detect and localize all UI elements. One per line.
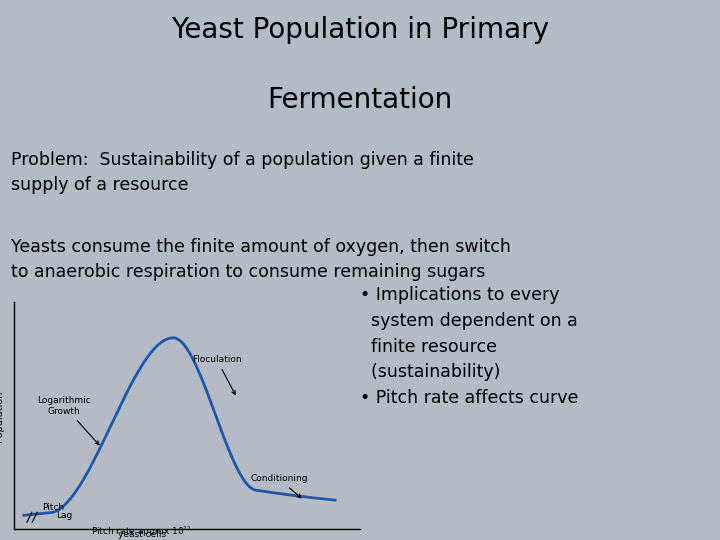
Text: • Implications to every
  system dependent on a
  finite resource
  (sustainabil: • Implications to every system dependent… <box>360 286 578 407</box>
Text: Conditioning: Conditioning <box>251 475 307 498</box>
Text: Fermentation: Fermentation <box>267 86 453 114</box>
Text: Yeast Population in Primary: Yeast Population in Primary <box>171 16 549 44</box>
Text: Lag: Lag <box>56 511 72 520</box>
Text: Problem:  Sustainability of a population given a finite
supply of a resource: Problem: Sustainability of a population … <box>11 151 474 194</box>
Text: Pitch rate approx 10$^{11}$: Pitch rate approx 10$^{11}$ <box>91 525 193 539</box>
Text: Floculation: Floculation <box>192 355 242 394</box>
Text: Logarithmic
Growth: Logarithmic Growth <box>37 396 99 444</box>
Text: yeast cells: yeast cells <box>118 530 166 539</box>
Text: Yeasts consume the finite amount of oxygen, then switch
to anaerobic respiration: Yeasts consume the finite amount of oxyg… <box>11 238 510 281</box>
Text: Population: Population <box>0 390 4 442</box>
Text: Pitch: Pitch <box>42 503 64 512</box>
